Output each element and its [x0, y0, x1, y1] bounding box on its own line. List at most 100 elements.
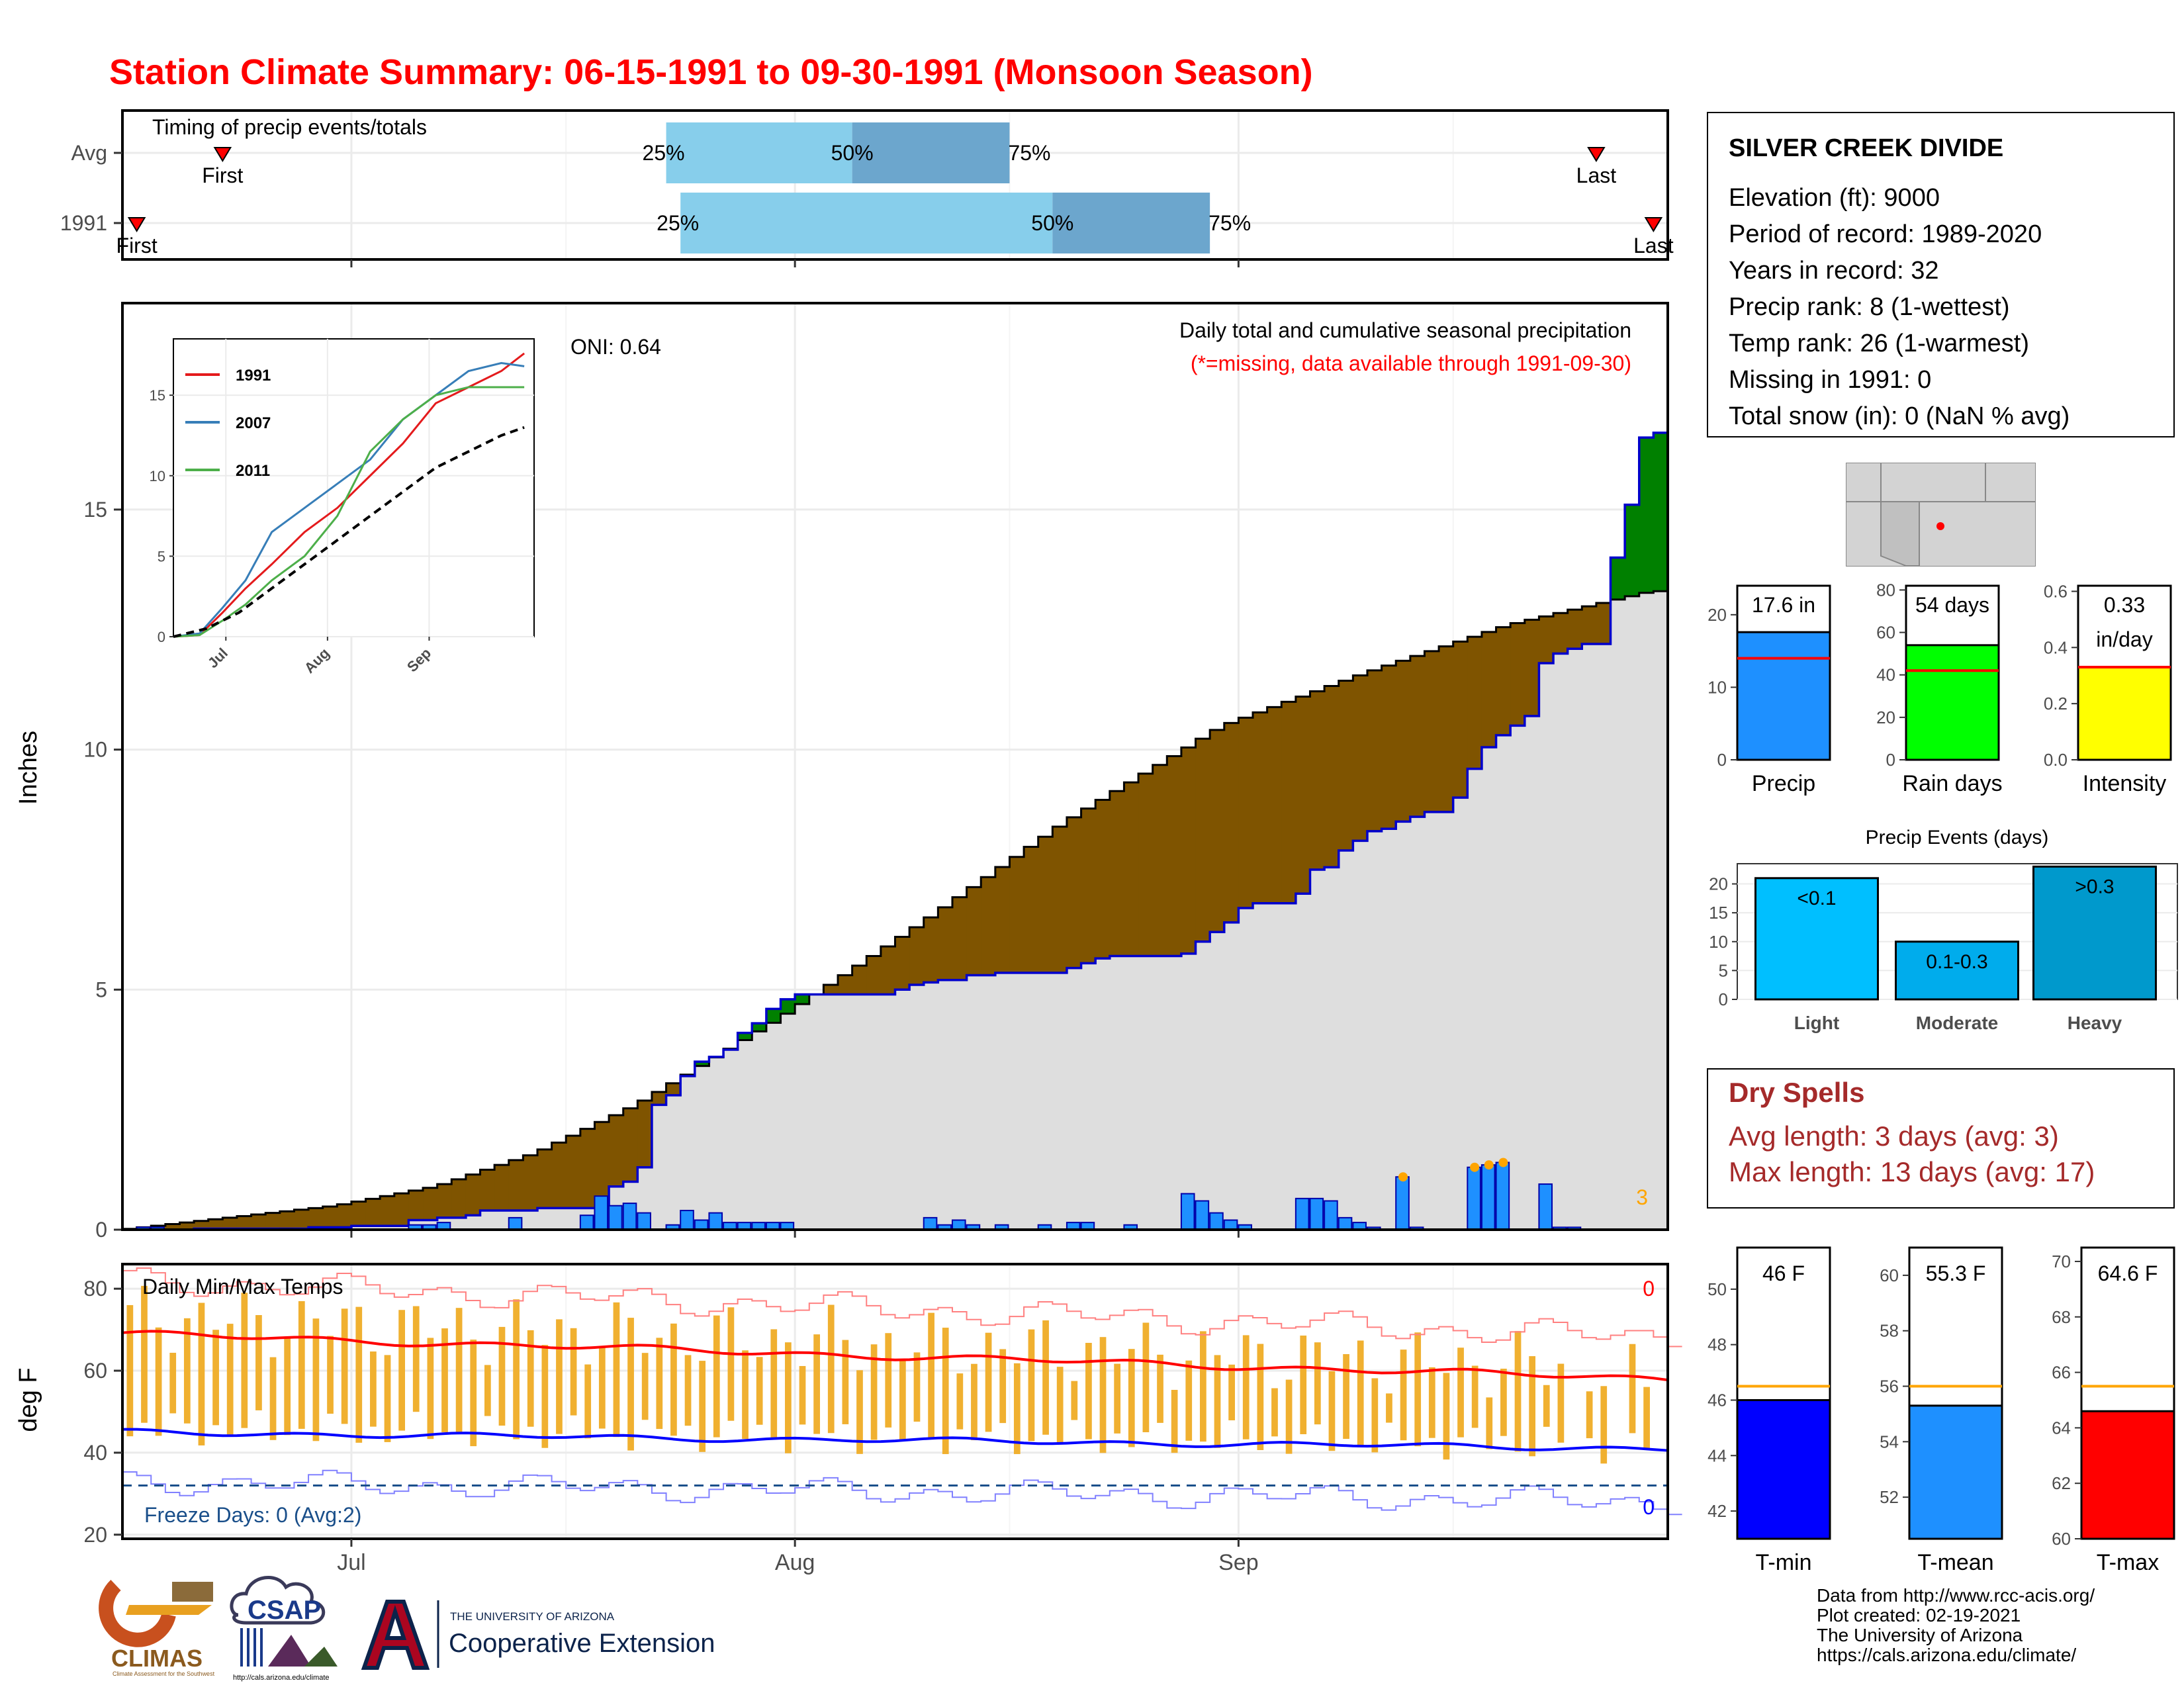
- precip-ylabel: Inches: [15, 731, 42, 805]
- mini-bar-label: Rain days: [1902, 771, 2002, 796]
- temp-daily-range-bar: [1200, 1331, 1206, 1442]
- temp-bar-ytick-label: 54: [1880, 1432, 1899, 1451]
- mini-bar-value-text: 0.33: [2104, 593, 2145, 617]
- temp-daily-range-bar: [670, 1323, 677, 1436]
- mini-bar-ytick-label: 40: [1876, 665, 1895, 685]
- temp-daily-range-bar: [255, 1315, 262, 1410]
- temp-daily-range-bar: [141, 1285, 148, 1423]
- temp-daily-range-bar: [842, 1340, 849, 1424]
- precip-ytick-label: 0: [95, 1218, 107, 1242]
- temp-daily-range-bar: [212, 1330, 219, 1426]
- timing-bar-q50-q75: [1052, 193, 1210, 253]
- ua-line2: Cooperative Extension: [449, 1629, 715, 1658]
- station-info-line: Elevation (ft): 9000: [1729, 184, 1940, 212]
- temp-bar-ytick-label: 50: [1707, 1279, 1727, 1299]
- precip-anomaly-fill: [179, 1222, 195, 1230]
- temp-daily-range-bar: [1400, 1349, 1407, 1441]
- temp-record-min-line: [122, 1469, 1682, 1516]
- temp-bar-label: T-mean: [1917, 1550, 1993, 1575]
- precip-anomaly-fill: [651, 1091, 667, 1105]
- precip-anomaly-fill: [337, 1204, 352, 1228]
- precip-anomaly-fill: [1338, 680, 1353, 850]
- precip-anomaly-fill: [1167, 756, 1182, 956]
- precip-anomaly-fill: [1253, 712, 1268, 903]
- precip-daily-bar: [923, 1216, 938, 1230]
- precip-anomaly-fill: [1109, 791, 1124, 956]
- events-bar: [2032, 865, 2157, 1001]
- precip-anomaly-fill: [909, 927, 925, 985]
- temp-daily-range-bar: [1314, 1342, 1321, 1425]
- season-total-bars: 17.6 in 0 10 20 Precip 54 days 0 20 40 60 80 Rain d…: [1707, 580, 2172, 796]
- timing-first-marker: [213, 147, 232, 162]
- precip-anomaly-fill: [609, 1115, 624, 1187]
- temp-ytick-label: 80: [83, 1277, 107, 1301]
- precip-anomaly-fill: [1567, 610, 1582, 649]
- station-location-marker: [1936, 522, 1944, 530]
- precip-anomaly-fill: [623, 1108, 638, 1182]
- temp-daily-range-bar: [627, 1318, 634, 1451]
- precip-average-area: [122, 591, 1668, 1230]
- temp-bar-ytick-label: 56: [1880, 1377, 1899, 1396]
- temp-bar-ytick-label: 42: [1707, 1501, 1727, 1521]
- events-bar-text: >0.3: [2075, 876, 2114, 897]
- inset-legend-label: 2011: [236, 462, 270, 480]
- timing-first-label: First: [116, 234, 158, 257]
- mini-bar-ytick-label: 20: [1876, 708, 1895, 727]
- timing-q50-label: 50%: [1031, 211, 1073, 235]
- temp-daily-range-bar: [1357, 1340, 1364, 1447]
- precip-anomaly-fill: [1553, 613, 1569, 654]
- temp-bar-label: T-max: [2097, 1550, 2159, 1575]
- precip-anomaly-fill: [566, 1136, 581, 1209]
- temp-daily-range-bar: [1114, 1363, 1121, 1434]
- timing-q75-label: 75%: [1208, 211, 1251, 235]
- precip-daily-bar: [680, 1209, 694, 1231]
- temp-bar-value: [1908, 1404, 2003, 1540]
- temp-xtick-label: Aug: [775, 1550, 815, 1575]
- temp-daily-range-bar: [899, 1361, 906, 1441]
- footer-credits: Data from http://www.rcc-acis.org/Plot c…: [1817, 1585, 2095, 1665]
- precip-anomaly-fill: [1353, 675, 1368, 841]
- temp-daily-range-bar: [799, 1365, 806, 1425]
- temp-daily-range-bar: [641, 1353, 649, 1420]
- temp-daily-range-bar: [298, 1301, 305, 1429]
- events-bar: [1895, 940, 2019, 1001]
- temp-daily-range-bar: [684, 1355, 692, 1426]
- precip-daily-flag: [1484, 1160, 1494, 1170]
- precip-anomaly-fill: [423, 1187, 438, 1220]
- mini-bar-value-text2: in/day: [2096, 627, 2152, 651]
- temp-daily-range-bar: [1185, 1360, 1193, 1441]
- events-ytick-label: 0: [1719, 989, 1728, 1009]
- inset-ytick-label: 10: [150, 468, 165, 484]
- precip-anomaly-fill: [451, 1179, 467, 1218]
- precip-panel: 0 5 10 15 Daily total and cumulative season…: [15, 302, 1669, 1242]
- inset-ytick-label: 15: [150, 387, 165, 404]
- temp-daily-range-bar: [1242, 1335, 1250, 1440]
- page-title: Station Climate Summary: 06-15-1991 to 0…: [109, 52, 1313, 92]
- inset-legend-label: 2007: [236, 414, 271, 432]
- freeze-days-text: Freeze Days: 0 (Avg:2): [144, 1503, 361, 1527]
- climas-logo: CLIMAS Climate Assessment for the Southw…: [99, 1580, 215, 1677]
- temp-daily-range-bar: [956, 1373, 964, 1430]
- temp-record-max-line: [122, 1267, 1682, 1348]
- precip-anomaly-fill: [966, 887, 981, 976]
- precip-anomaly-fill: [523, 1155, 538, 1211]
- temp-daily-range-bar: [341, 1308, 348, 1424]
- timing-first-marker: [127, 217, 146, 232]
- temp-daily-range-bar: [470, 1340, 477, 1447]
- precip-anomaly-fill: [279, 1211, 295, 1229]
- temp-daily-range-bar: [269, 1357, 277, 1440]
- inset-legend-label: 1991: [236, 367, 271, 385]
- precip-anomaly-fill: [1639, 437, 1654, 593]
- temp-daily-range-bar: [1300, 1335, 1307, 1434]
- precip-daily-bar: [579, 1214, 594, 1230]
- events-bar-label: Light: [1794, 1013, 1839, 1033]
- temp-daily-range-bar: [541, 1345, 549, 1448]
- events-bar-label: Heavy: [2068, 1013, 2122, 1033]
- precip-anomaly-fill: [494, 1165, 510, 1211]
- precip-1991-line: [122, 432, 1668, 1231]
- temp-daily-range-bar: [1171, 1390, 1178, 1453]
- university-of-arizona-logo: THE UNIVERSITY OF ARIZONA Cooperative Ex…: [361, 1600, 715, 1670]
- csap-logo: CSAP http://cals.arizona.edu/climate: [230, 1576, 338, 1682]
- precip-anomaly-fill: [866, 956, 882, 995]
- precip-anomaly-fill: [380, 1196, 395, 1226]
